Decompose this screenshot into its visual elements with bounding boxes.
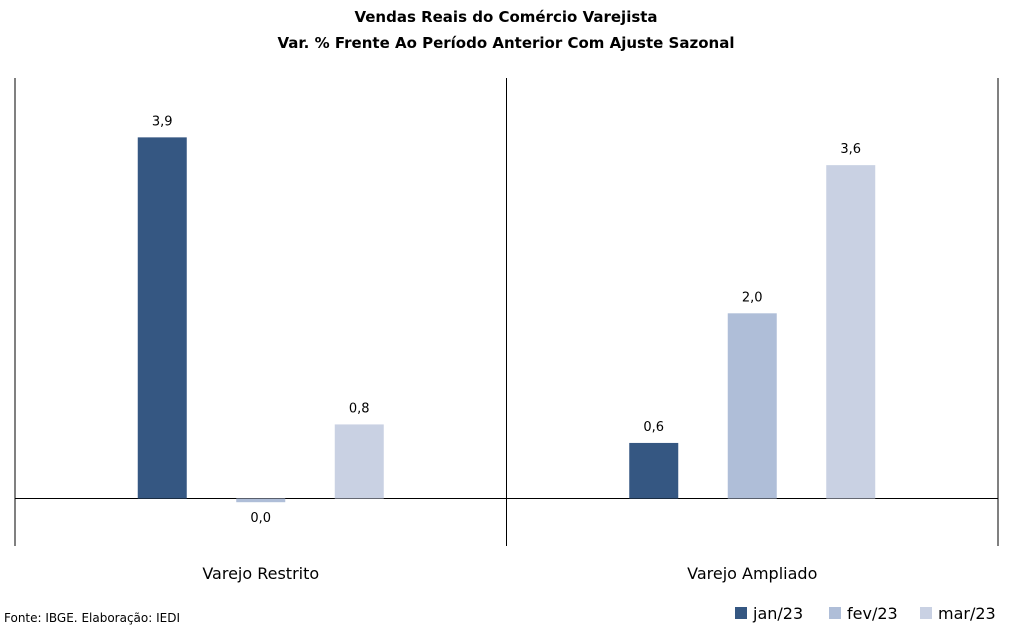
legend-label: fev/23 [847, 604, 898, 623]
chart-subtitle: Var. % Frente Ao Período Anterior Com Aj… [278, 34, 735, 52]
plot-area: 3,9 0,0 0,8 Varejo Restrito 0,6 2,0 3,6 Varejo … [14, 78, 999, 583]
chart-title: Vendas Reais do Comércio Varejista [354, 8, 657, 26]
data-label: 0,6 [643, 420, 664, 435]
legend-swatch [735, 607, 747, 619]
data-label: 0,0 [250, 511, 271, 526]
legend-swatch [829, 607, 841, 619]
data-label: 3,9 [152, 114, 173, 129]
bar [629, 442, 679, 499]
source-note: Fonte: IBGE. Elaboração: IEDI [4, 611, 180, 625]
legend-label: jan/23 [752, 604, 803, 623]
legend: jan/23 fev/23 mar/23 [735, 604, 996, 623]
bar [826, 165, 876, 499]
legend-label: mar/23 [938, 604, 996, 623]
bar [334, 424, 384, 499]
bar [137, 137, 187, 499]
data-label: 2,0 [742, 290, 763, 305]
category-label: Varejo Ampliado [687, 564, 817, 583]
bar [236, 498, 286, 503]
category-label: Varejo Restrito [202, 564, 319, 583]
legend-swatch [920, 607, 932, 619]
bar [727, 313, 777, 499]
data-label: 3,6 [840, 142, 861, 157]
data-label: 0,8 [349, 401, 370, 416]
